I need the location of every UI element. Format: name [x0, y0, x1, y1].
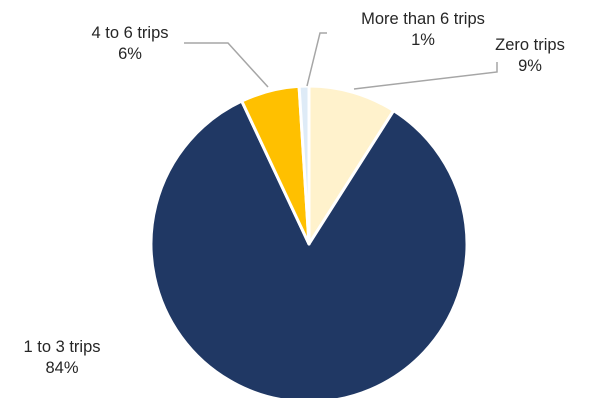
data-labels-layer: Zero trips 9% 1 to 3 trips 84% 4 to 6 trips 6…: [23, 10, 564, 377]
data-label-value-more-than-6-trips: 1%: [411, 31, 435, 49]
leader-lines-layer: [184, 32, 498, 90]
leader-line-zero-trips: [353, 62, 498, 90]
data-label-value-zero-trips: 9%: [518, 57, 542, 75]
data-label-name-4-to-6-trips: 4 to 6 trips: [91, 24, 168, 42]
data-label-name-more-than-6-trips: More than 6 trips: [361, 10, 485, 28]
slices-layer: [149, 84, 469, 403]
leader-line-4-to-6-trips: [184, 42, 269, 88]
leader-line-more-than-6-trips: [306, 32, 327, 87]
pie-slice-more-than-6-trips: [297, 84, 311, 246]
data-label-value-4-to-6-trips: 6%: [118, 45, 142, 63]
data-label-value-1-to-3-trips: 84%: [45, 359, 78, 377]
data-label-name-zero-trips: Zero trips: [495, 36, 565, 54]
data-label-name-1-to-3-trips: 1 to 3 trips: [23, 338, 100, 356]
pie-slice-zero-trips: [307, 84, 396, 246]
